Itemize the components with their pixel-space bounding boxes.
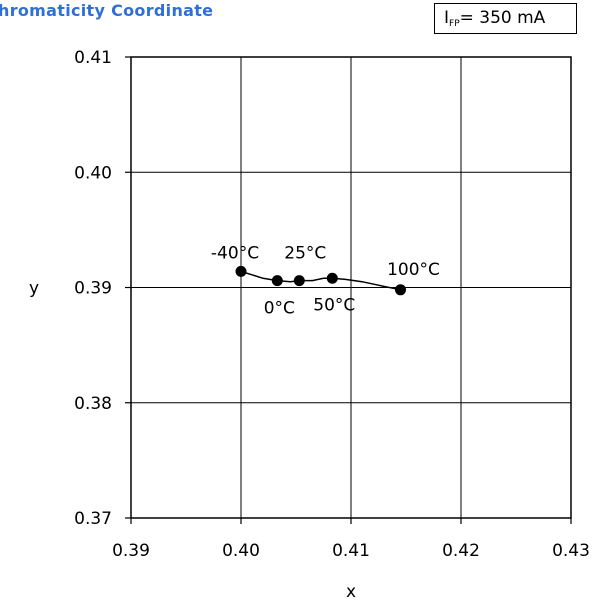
data-point: [235, 265, 247, 277]
data-point: [395, 284, 406, 296]
data-point: [326, 272, 338, 284]
data-point-label: 50°C: [313, 295, 355, 315]
condition-symbol: I: [444, 8, 450, 28]
x-axis-label: x: [346, 582, 356, 602]
data-point: [293, 275, 305, 287]
x-tick-label: 0.39: [112, 541, 150, 561]
y-tick-label: 0.39: [74, 279, 112, 299]
x-tick-label: 0.42: [442, 541, 480, 561]
data-point-label: 0°C: [264, 299, 295, 319]
condition-subscript: FP: [449, 19, 460, 29]
y-axis-label: y: [29, 279, 39, 299]
test-condition-box: IFP= 350 mA: [434, 3, 577, 34]
data-point-label: 100°C: [387, 260, 440, 280]
y-tick-label: 0.41: [74, 48, 112, 68]
data-point-label: -40°C: [211, 243, 259, 263]
chart-title: hromaticity Coordinate: [0, 1, 214, 20]
y-tick-label: 0.37: [74, 509, 112, 529]
y-tick-label: 0.38: [74, 394, 112, 414]
x-tick-label: 0.41: [332, 541, 370, 561]
data-point: [271, 275, 283, 287]
x-tick-label: 0.40: [222, 541, 260, 561]
series-line: [240, 270, 401, 291]
condition-value: = 350 mA: [459, 8, 546, 28]
data-point-label: 25°C: [284, 244, 326, 264]
x-tick-label: 0.43: [552, 541, 590, 561]
y-tick-label: 0.40: [74, 163, 112, 183]
